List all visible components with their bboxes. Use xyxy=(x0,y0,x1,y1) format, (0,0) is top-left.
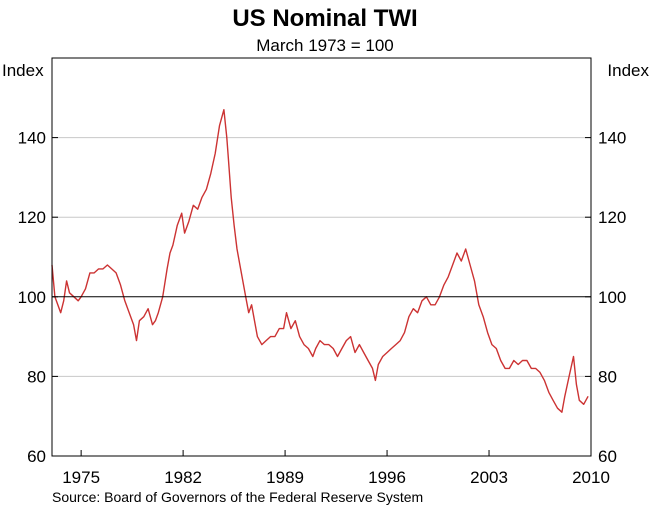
y-tick-label-right: 100 xyxy=(598,288,626,307)
y-tick-label-left: 80 xyxy=(27,367,46,386)
x-tick-label: 1975 xyxy=(62,468,100,487)
y-axis-label-right: Index xyxy=(607,61,649,80)
x-tick-label: 2003 xyxy=(470,468,508,487)
y-tick-label-right: 140 xyxy=(598,129,626,148)
x-axis-ticks: 1975 1982 1989 1996 2003 2010 xyxy=(62,450,610,487)
x-tick-label: 1982 xyxy=(164,468,202,487)
y-tick-label-right: 60 xyxy=(598,447,617,466)
x-tick-label: 1996 xyxy=(368,468,406,487)
series-group xyxy=(51,108,589,413)
y-tick-label-right: 120 xyxy=(598,208,626,227)
y-tick-label-left: 60 xyxy=(27,447,46,466)
y-tick-label-left: 100 xyxy=(18,288,46,307)
y-tick-label-left: 120 xyxy=(18,208,46,227)
y-tick-label-right: 80 xyxy=(598,367,617,386)
y-tick-label-left: 140 xyxy=(18,129,46,148)
chart-subtitle: March 1973 = 100 xyxy=(256,36,394,55)
x-tick-label: 2010 xyxy=(572,468,610,487)
y-axis-ticks: 60 60 80 80 100 100 120 120 140 140 xyxy=(18,129,627,466)
gridlines xyxy=(52,137,591,377)
source-note: Source: Board of Governors of the Federa… xyxy=(52,489,423,505)
series-line-0 xyxy=(51,108,589,413)
x-tick-label: 1989 xyxy=(266,468,304,487)
chart-title: US Nominal TWI xyxy=(232,5,417,32)
y-axis-label-left: Index xyxy=(2,61,44,80)
plot-frame xyxy=(51,57,592,457)
